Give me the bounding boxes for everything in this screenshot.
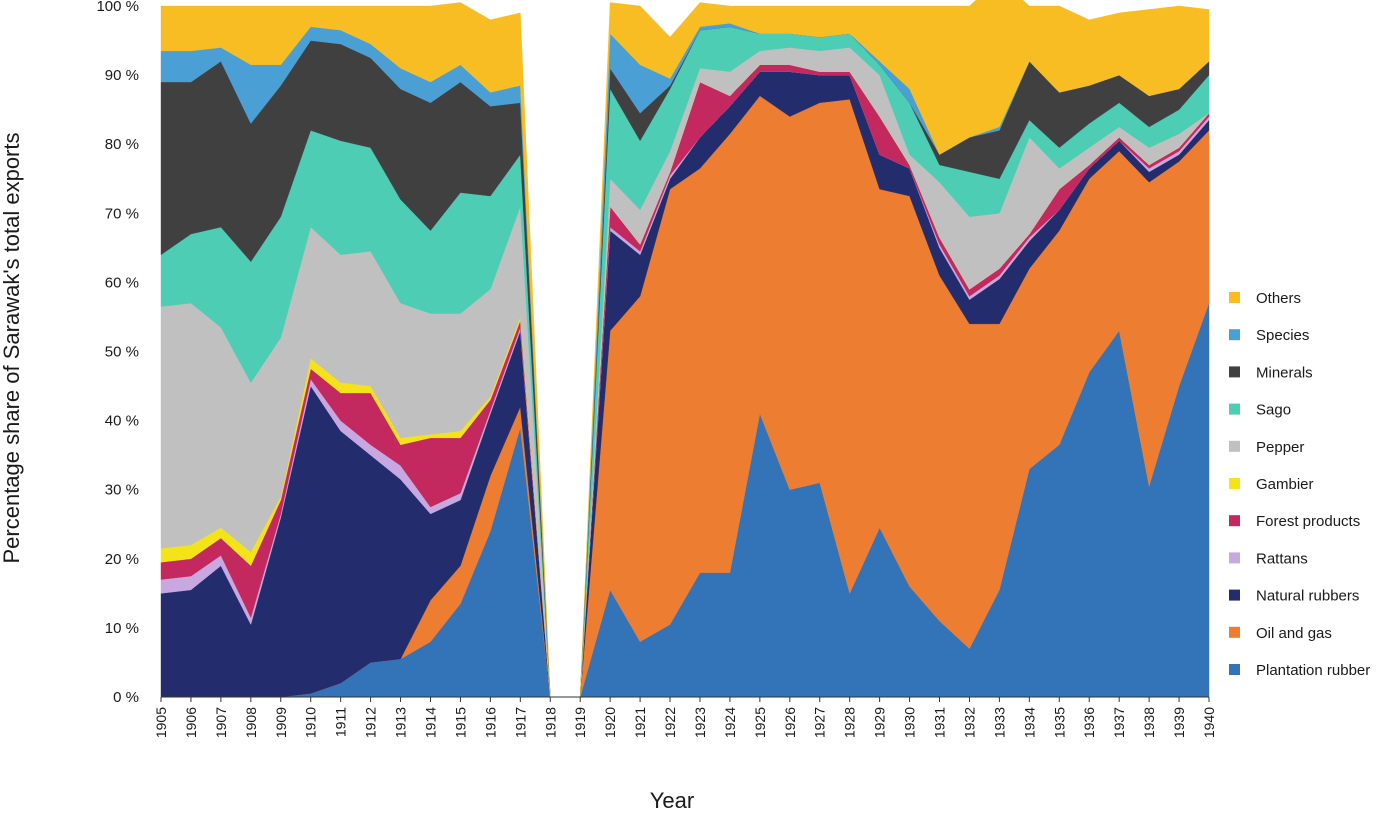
y-axis-title: Percentage share of Sarawak's total expo… bbox=[0, 133, 24, 564]
legend-swatch-gambier bbox=[1229, 478, 1240, 489]
x-tick-label: 1927 bbox=[812, 707, 828, 738]
legend-label-sago: Sago bbox=[1256, 402, 1291, 419]
x-tick-label: 1935 bbox=[1051, 707, 1067, 738]
x-tick-label: 1911 bbox=[333, 707, 349, 737]
y-tick-label: 20 % bbox=[105, 551, 139, 568]
legend-label-natural-rubbers: Natural rubbers bbox=[1256, 588, 1359, 605]
x-tick-label: 1931 bbox=[932, 707, 948, 738]
y-tick-label: 50 % bbox=[105, 344, 139, 361]
x-tick-label: 1921 bbox=[632, 707, 648, 738]
x-tick-label: 1909 bbox=[273, 707, 289, 738]
x-tick-label: 1933 bbox=[991, 707, 1007, 738]
x-tick-label: 1937 bbox=[1111, 707, 1127, 738]
x-tick-label: 1914 bbox=[422, 707, 438, 738]
legend-label-gambier: Gambier bbox=[1256, 476, 1314, 493]
y-tick-label: 90 % bbox=[105, 67, 139, 84]
y-tick-label: 30 % bbox=[105, 482, 139, 499]
legend-swatch-species bbox=[1229, 329, 1240, 341]
x-tick-label: 1924 bbox=[722, 707, 738, 738]
y-tick-label: 100 % bbox=[96, 0, 139, 15]
legend-label-plantation-rubber: Plantation rubber bbox=[1256, 662, 1370, 679]
legend-swatch-others bbox=[1229, 292, 1240, 303]
legend-swatch-oil-and-gas bbox=[1229, 626, 1240, 638]
x-tick-label: 1930 bbox=[902, 707, 918, 738]
x-tick-label: 1926 bbox=[782, 707, 798, 738]
x-tick-label: 1920 bbox=[602, 707, 618, 738]
x-tick-label: 1908 bbox=[243, 707, 259, 738]
x-tick-label: 1928 bbox=[842, 707, 858, 738]
x-tick-label: 1940 bbox=[1201, 707, 1217, 738]
x-tick-label: 1916 bbox=[482, 707, 498, 738]
legend: Others Species Minerals Sago Pepper Gambier Fo… bbox=[1229, 290, 1370, 679]
legend-swatch-forest-products bbox=[1229, 515, 1240, 527]
area-others bbox=[160, 0, 1210, 698]
legend-label-rattans: Rattans bbox=[1256, 550, 1308, 567]
legend-swatch-rattans bbox=[1229, 552, 1240, 564]
x-tick-label: 1915 bbox=[452, 707, 468, 738]
legend-label-pepper: Pepper bbox=[1256, 439, 1304, 456]
x-tick-labels: 1905 1906 1907 1908 1909 1910 1911 1912 1913 1914… bbox=[153, 697, 1217, 738]
y-tick-label: 70 % bbox=[105, 205, 139, 222]
x-tick-label: 1917 bbox=[512, 707, 528, 738]
x-axis-title: Year bbox=[650, 788, 694, 811]
x-tick-label: 1938 bbox=[1141, 707, 1157, 738]
legend-swatch-plantation-rubber bbox=[1229, 664, 1240, 675]
legend-label-species: Species bbox=[1256, 327, 1309, 344]
x-tick-label: 1905 bbox=[153, 707, 169, 738]
x-tick-label: 1913 bbox=[393, 707, 409, 738]
legend-label-oil-and-gas: Oil and gas bbox=[1256, 625, 1332, 642]
x-tick-label: 1907 bbox=[213, 707, 229, 738]
x-tick-label: 1934 bbox=[1021, 707, 1037, 738]
legend-swatch-pepper bbox=[1229, 440, 1240, 452]
y-tick-label: 40 % bbox=[105, 413, 139, 430]
x-tick-label: 1906 bbox=[183, 707, 199, 738]
x-tick-label: 1922 bbox=[662, 707, 678, 738]
legend-label-minerals: Minerals bbox=[1256, 364, 1313, 381]
x-tick-label: 1923 bbox=[692, 707, 708, 738]
x-tick-label: 1918 bbox=[542, 707, 558, 738]
x-tick-label: 1910 bbox=[303, 707, 319, 738]
x-tick-label: 1929 bbox=[872, 707, 888, 738]
legend-swatch-sago bbox=[1229, 403, 1240, 415]
y-tick-labels: 0 % 10 % 20 % 30 % 40 % 50 % 60 % 70 % 80 % 90 % 1… bbox=[96, 0, 139, 706]
y-tick-label: 0 % bbox=[113, 689, 139, 706]
x-tick-label: 1912 bbox=[363, 707, 379, 738]
legend-swatch-minerals bbox=[1229, 366, 1240, 378]
x-tick-label: 1939 bbox=[1171, 707, 1187, 738]
x-tick-label: 1925 bbox=[752, 707, 768, 738]
y-tick-label: 60 % bbox=[105, 274, 139, 291]
y-tick-label: 80 % bbox=[105, 136, 139, 153]
legend-swatch-natural-rubbers bbox=[1229, 589, 1240, 601]
area-layers bbox=[160, 0, 1210, 698]
x-tick-label: 1919 bbox=[572, 707, 588, 738]
y-tick-label: 10 % bbox=[105, 620, 139, 637]
legend-label-forest-products: Forest products bbox=[1256, 513, 1360, 530]
legend-label-others: Others bbox=[1256, 290, 1301, 307]
x-tick-label: 1932 bbox=[961, 707, 977, 738]
x-tick-label: 1936 bbox=[1081, 707, 1097, 738]
